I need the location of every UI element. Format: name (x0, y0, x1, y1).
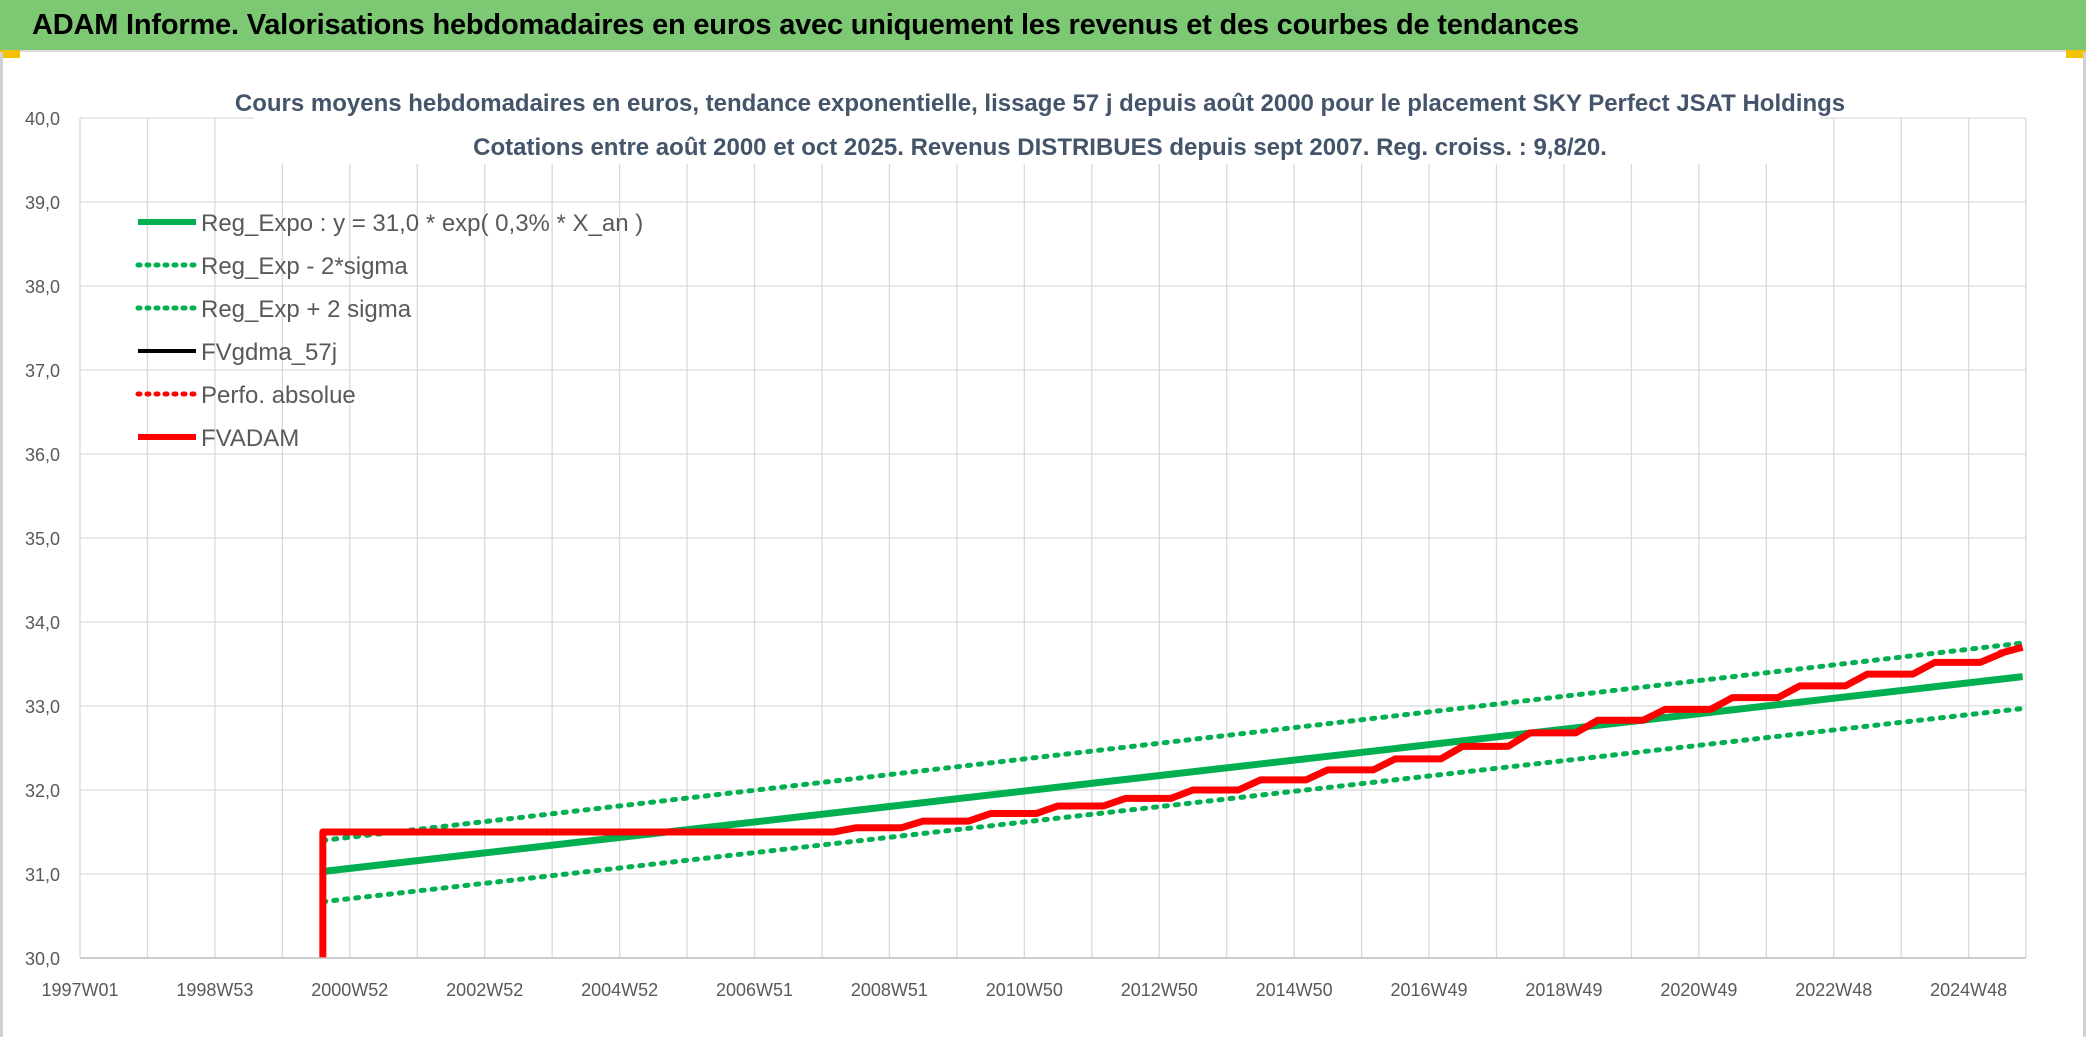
series-line-reg-exp-2-sigma (320, 706, 2026, 905)
legend-label: Reg_Exp - 2*sigma (201, 253, 408, 280)
corner-accent-left (0, 50, 20, 58)
legend-label: FVADAM (201, 425, 299, 452)
legend-label: Perfo. absolue (201, 382, 356, 409)
x-tick-label: 1998W53 (176, 980, 253, 1000)
corner-accent-right (2066, 50, 2086, 58)
report-title: ADAM Informe. Valorisations hebdomadaire… (32, 9, 1579, 41)
x-tick-label: 2010W50 (986, 980, 1063, 1000)
y-tick-label: 39,0 (25, 193, 60, 213)
legend-label: Reg_Exp + 2 sigma (201, 296, 412, 323)
series-line-reg-exp-2-sigma (320, 640, 2026, 843)
x-tick-label: 2000W52 (311, 980, 388, 1000)
x-tick-label: 2018W49 (1525, 980, 1602, 1000)
x-tick-label: 2004W52 (581, 980, 658, 1000)
y-tick-label: 40,0 (25, 109, 60, 129)
legend: Reg_Expo : y = 31,0 * exp( 0,3% * X_an )… (135, 210, 643, 452)
x-tick-label: 2006W51 (716, 980, 793, 1000)
chart-title: Cours moyens hebdomadaires en euros, ten… (235, 90, 1845, 117)
y-tick-label: 35,0 (25, 529, 60, 549)
x-tick-label: 2022W48 (1795, 980, 1872, 1000)
x-tick-label: 2014W50 (1256, 980, 1333, 1000)
axes: 30,0 31,0 32,0 33,0 34,0 35,0 36,0 37,0 38,0 39,0… (25, 109, 2026, 1000)
series-line-reg-expo-y-31-0-exp-0-3-x-an (322, 673, 2024, 875)
legend-label: Reg_Expo : y = 31,0 * exp( 0,3% * X_an ) (201, 210, 643, 237)
y-tick-label: 30,0 (25, 949, 60, 969)
y-tick-label: 36,0 (25, 445, 60, 465)
series-line-fvadam (319, 643, 2024, 958)
x-tick-label: 2008W51 (851, 980, 928, 1000)
x-tick-label: 2016W49 (1391, 980, 1468, 1000)
y-tick-label: 37,0 (25, 361, 60, 381)
title-background (254, 88, 1820, 164)
series (319, 640, 2026, 958)
y-tick-label: 31,0 (25, 865, 60, 885)
y-tick-label: 38,0 (25, 277, 60, 297)
y-tick-label: 34,0 (25, 613, 60, 633)
chart-subtitle: Cotations entre août 2000 et oct 2025. R… (473, 134, 1607, 161)
x-tick-label: 1997W01 (41, 980, 118, 1000)
legend-label: FVgdma_57j (201, 339, 337, 366)
x-tick-label: 2024W48 (1930, 980, 2007, 1000)
chart-frame (0, 52, 2086, 1037)
report-banner: ADAM Informe. Valorisations hebdomadaire… (0, 0, 2086, 52)
x-tick-label: 2012W50 (1121, 980, 1198, 1000)
x-tick-label: 2020W49 (1660, 980, 1737, 1000)
y-tick-label: 33,0 (25, 697, 60, 717)
y-tick-label: 32,0 (25, 781, 60, 801)
x-tick-label: 2002W52 (446, 980, 523, 1000)
